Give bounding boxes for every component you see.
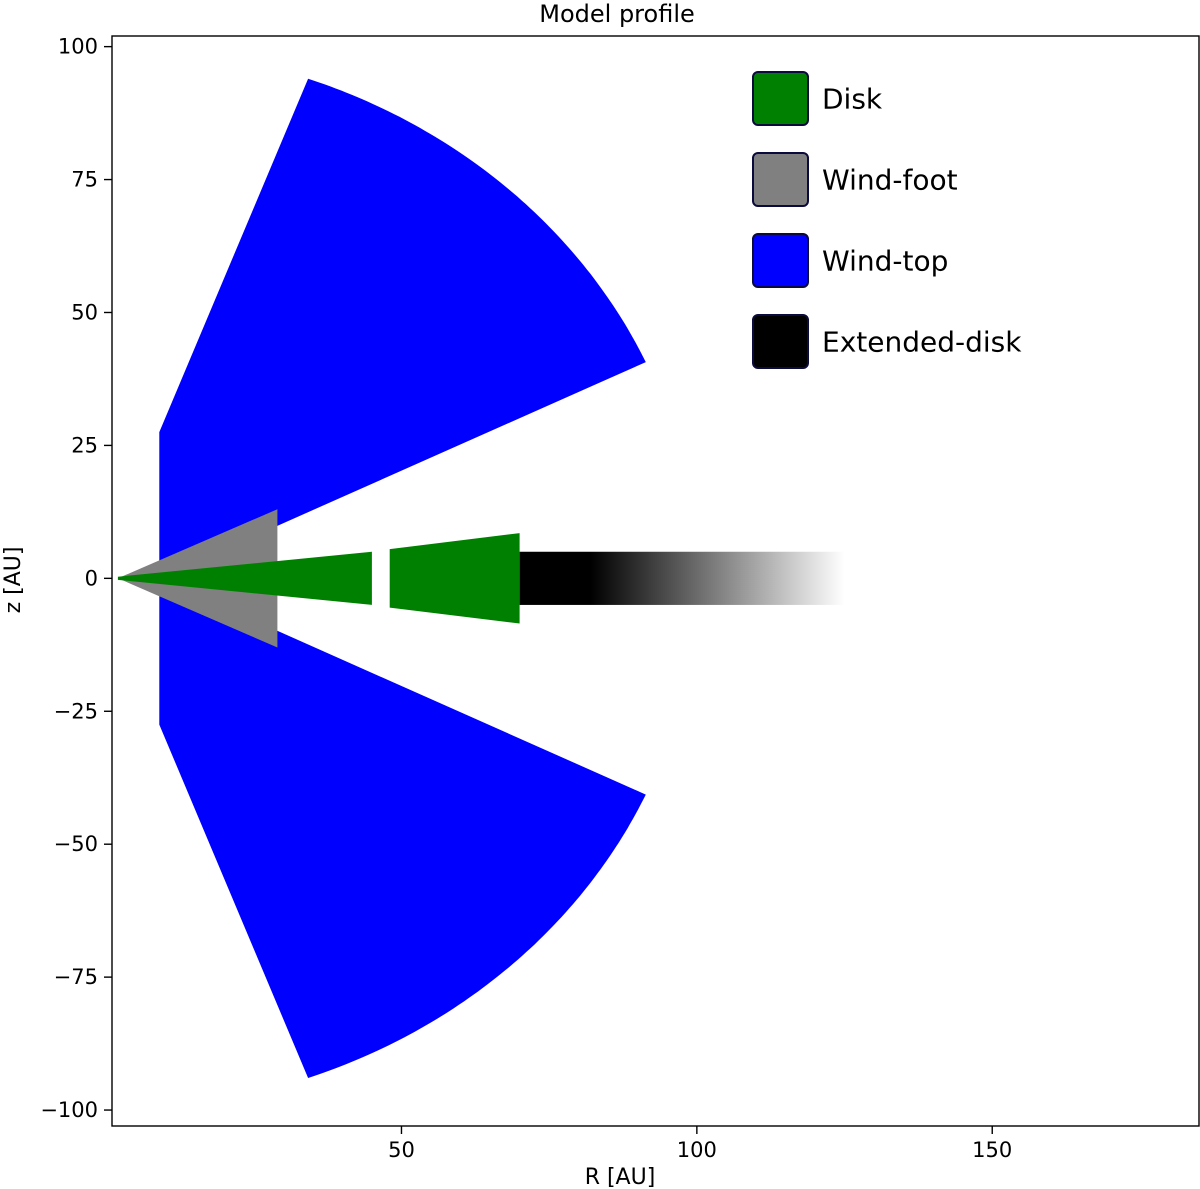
x-tick-label: 100 (677, 1138, 717, 1162)
legend-label: Wind-top (822, 245, 948, 278)
legend-swatch (752, 71, 809, 126)
y-tick-label: 0 (85, 566, 98, 590)
y-tick-label: −100 (40, 1098, 98, 1122)
y-tick-label: 25 (71, 433, 98, 457)
y-tick-label: 100 (58, 35, 98, 59)
y-axis-label: z [AU] (1, 547, 26, 614)
plot-area (117, 78, 845, 1078)
x-axis: 50 100 150 (388, 1126, 1012, 1162)
y-tick-label: −50 (54, 832, 98, 856)
wind-top-lower (159, 578, 646, 1078)
y-tick-label: −75 (54, 965, 98, 989)
x-tick-label: 150 (972, 1138, 1012, 1162)
wind-foot-lower (117, 578, 278, 648)
y-tick-label: 50 (71, 300, 98, 324)
extended-disk (519, 551, 845, 605)
legend-swatch (752, 314, 809, 369)
y-tick-label: 75 (71, 168, 98, 192)
plot-frame (111, 35, 1200, 1127)
x-tick-label: 50 (388, 1138, 415, 1162)
disk-segment-2 (389, 533, 520, 624)
wind-foot-upper (117, 509, 278, 579)
legend: Disk Wind-foot Wind-top Extended-disk (752, 71, 1022, 369)
y-tick-label: −25 (54, 699, 98, 723)
chart-title: Model profile (539, 0, 695, 28)
legend-label: Wind-foot (822, 164, 958, 197)
legend-swatch (752, 233, 809, 288)
legend-label: Extended-disk (822, 326, 1022, 359)
x-axis-label: R [AU] (585, 1165, 656, 1189)
legend-label: Disk (822, 83, 883, 116)
disk-segment-1 (117, 551, 372, 605)
legend-swatch (752, 152, 809, 207)
y-axis: 100 75 50 25 0 −25 −50 −75 −100 (40, 35, 112, 1122)
wind-top-upper (159, 78, 646, 579)
